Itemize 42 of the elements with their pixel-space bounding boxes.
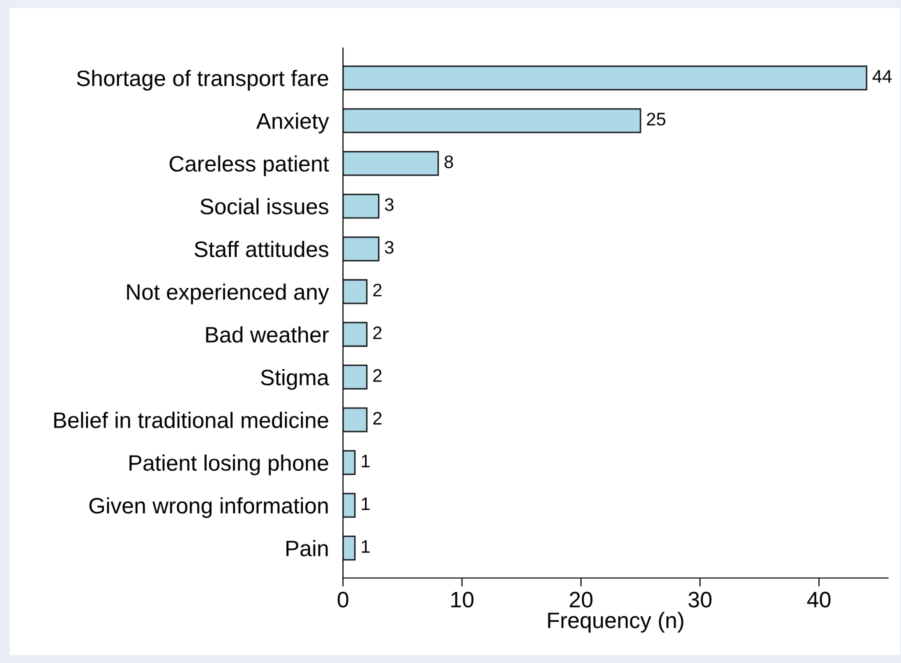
data-label: 25 (646, 112, 666, 126)
data-label: 1 (362, 498, 370, 510)
y-tick-label: Belief in traditional medicine (54, 412, 328, 428)
data-label: 2 (373, 369, 382, 382)
bar (343, 65, 868, 90)
x-tick-label: 0 (338, 592, 348, 608)
bar (343, 536, 356, 561)
x-tick-label: 40 (807, 592, 830, 608)
y-tick-label: Social issues (200, 198, 328, 214)
x-tick-label: 20 (570, 592, 592, 608)
bar (343, 407, 368, 432)
data-label: 1 (362, 454, 370, 468)
y-tick-label: Bad weather (206, 326, 329, 343)
data-label: 44 (872, 70, 892, 83)
bar (343, 108, 642, 134)
data-label: 3 (384, 198, 394, 211)
data-label: 2 (373, 284, 382, 296)
x-tick-label: 30 (688, 592, 712, 608)
bar (343, 364, 368, 390)
y-tick-label: Not experienced any (127, 284, 330, 304)
data-label: 2 (373, 326, 382, 340)
data-label: 8 (444, 155, 454, 168)
x-axis-title: Frequency (n) (548, 612, 684, 633)
y-tick-label: Pain (286, 540, 328, 556)
bar (343, 236, 380, 262)
bar (343, 279, 368, 304)
y-tick-label: Shortage of transport fare (76, 70, 328, 91)
y-tick-label: Patient losing phone (130, 454, 328, 476)
y-tick-label: Anxiety (256, 112, 330, 134)
bar (343, 450, 356, 476)
y-tick-label: Given wrong information (89, 497, 328, 518)
y-tick-label: Staff attitudes (194, 240, 328, 258)
y-tick-label: Stigma (260, 369, 330, 390)
y-tick-label: Careless patient (170, 155, 329, 176)
data-label: 1 (362, 540, 370, 553)
bar (343, 194, 380, 219)
data-label: 3 (384, 240, 394, 254)
bar (343, 322, 368, 347)
bar (343, 150, 439, 176)
bar (343, 492, 356, 518)
data-label: 2 (373, 412, 382, 425)
x-tick-label: 10 (451, 592, 474, 608)
